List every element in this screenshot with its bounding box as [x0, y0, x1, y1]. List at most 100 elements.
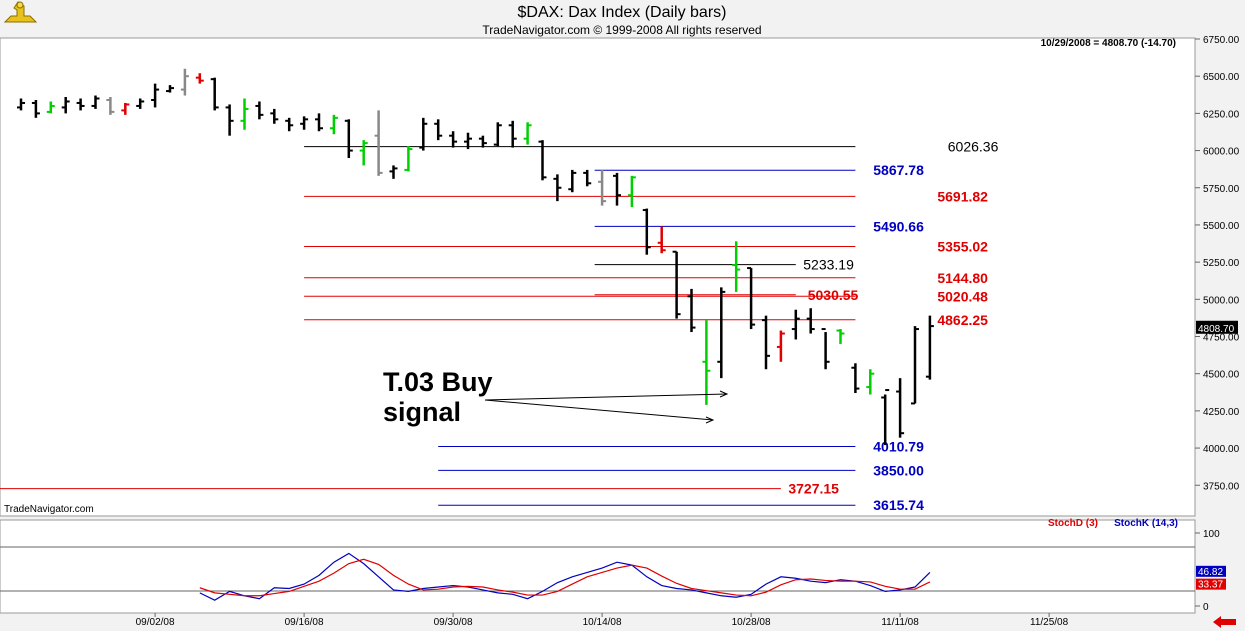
ohlc-bar: [136, 98, 145, 109]
stoch-panel: [0, 519, 1196, 614]
level-label: 5233.19: [803, 257, 854, 273]
ohlc-bar: [464, 132, 472, 150]
ohlc-bar: [166, 85, 174, 93]
date-axis: 09/02/08 09/16/08 09/30/08 10/14/08 10/28/08…: [136, 613, 1069, 628]
level-label: 5355.02: [937, 239, 988, 255]
stoch-d-line: [199, 558, 931, 597]
date-tick-label: 09/16/08: [285, 617, 324, 628]
price-tick-label: 3750.00: [1203, 481, 1240, 492]
stoch-grid: [0, 546, 1195, 592]
ohlc-bar: [672, 250, 681, 319]
ohlc-bar: [538, 140, 547, 181]
date-tick-label: 09/02/08: [136, 617, 175, 628]
price-tick-label: 5250.00: [1203, 258, 1240, 269]
ohlc-bar: [881, 389, 890, 446]
price-tick-label: 6500.00: [1203, 72, 1240, 83]
ohlc-bar: [851, 363, 860, 394]
price-tick-label: 6750.00: [1203, 35, 1240, 46]
ohlc-bar: [76, 98, 85, 111]
price-tick-label: 5750.00: [1203, 184, 1240, 195]
ohlc-bar: [583, 169, 592, 187]
stoch-k-line: [199, 552, 931, 601]
ohlc-bar: [151, 83, 160, 108]
stoch-tick-label: 0: [1203, 602, 1209, 613]
ohlc-bar: [776, 330, 785, 362]
ohlc-bar: [359, 140, 368, 166]
ohlc-bar: [523, 122, 532, 145]
price-tick-label: 6000.00: [1203, 147, 1240, 158]
level-label: 4010.79: [873, 438, 924, 454]
ohlc-bar: [374, 110, 383, 176]
level-label: 5691.82: [937, 188, 988, 204]
ohlc-bar: [195, 73, 204, 84]
ohlc-bar: [255, 101, 264, 120]
date-tick-label: 11/11/08: [881, 617, 919, 628]
level-label: 5867.78: [873, 162, 924, 178]
ohlc-bar: [762, 315, 770, 370]
stoch-d-value-box: [1196, 578, 1226, 590]
price-bars: [17, 68, 934, 446]
left-arrow-icon[interactable]: [1205, 614, 1239, 630]
watermark: TradeNavigator.com: [4, 504, 94, 515]
ohlc-bar: [285, 117, 294, 132]
level-label: 5030.55: [808, 287, 859, 303]
ohlc-bar: [642, 208, 651, 255]
ohlc-bar: [61, 97, 70, 114]
level-label: 4862.25: [937, 312, 988, 328]
price-tick-label: 4250.00: [1203, 407, 1240, 418]
ohlc-bar: [210, 77, 219, 111]
quote-readout: 10/29/2008 = 4808.70 (-14.70): [1041, 38, 1176, 49]
ohlc-bar: [896, 378, 905, 438]
stoch-lines: [199, 552, 931, 601]
stoch-d-value: 33.37: [1198, 580, 1223, 591]
ohlc-bar: [121, 102, 130, 115]
chart-copyright: TradeNavigator.com © 1999-2008 All right…: [482, 23, 761, 37]
ohlc-bar: [344, 119, 353, 158]
price-tick-label: 4500.00: [1203, 370, 1240, 381]
ohlc-bar: [17, 98, 25, 111]
level-label: 3615.74: [873, 497, 924, 513]
stoch-k-legend: StochK (14,3): [1114, 518, 1178, 529]
ohlc-bar: [806, 308, 815, 334]
price-tick-label: 4000.00: [1203, 444, 1240, 455]
ohlc-bar: [702, 320, 711, 405]
ohlc-bar: [389, 165, 398, 179]
ohlc-bar: [627, 175, 636, 208]
price-axis: 6750.00 6500.00 6250.00 6000.00 5750.00 5500.…: [1195, 35, 1240, 492]
ohlc-bar: [791, 309, 800, 340]
level-label: 3850.00: [873, 462, 924, 478]
ohlc-bar: [493, 122, 502, 147]
ohlc-bar: [821, 328, 830, 370]
ohlc-bar: [31, 99, 40, 118]
ohlc-bar: [419, 117, 428, 151]
ohlc-bar: [732, 241, 741, 292]
ohlc-bar: [598, 169, 607, 206]
ohlc-bar: [329, 114, 338, 135]
ohlc-bar: [434, 119, 443, 141]
stoch-tick-label: 100: [1203, 529, 1220, 540]
ohlc-bar: [613, 172, 621, 206]
ohlc-bar: [225, 104, 234, 136]
logo-icon: [3, 1, 38, 23]
price-tick-label: 4750.00: [1203, 333, 1240, 344]
date-tick-label: 10/14/08: [583, 617, 622, 628]
date-tick-label: 09/30/08: [434, 617, 473, 628]
ohlc-bar: [478, 135, 487, 148]
ohlc-bar: [46, 101, 55, 114]
ohlc-bar: [91, 95, 100, 109]
ohlc-bar: [747, 267, 756, 330]
ohlc-bar: [508, 120, 517, 148]
level-label: 3727.15: [788, 481, 839, 497]
ohlc-bar: [866, 369, 875, 395]
buy-signal-label-2: signal: [383, 397, 461, 427]
price-tick-label: 6250.00: [1203, 109, 1240, 120]
ohlc-bar: [717, 287, 726, 379]
level-label: 6026.36: [948, 139, 999, 155]
ohlc-bar: [300, 116, 309, 130]
ohlc-bar: [836, 329, 845, 344]
buy-signal-arrows: [484, 390, 729, 424]
stoch-k-value-box: [1196, 565, 1226, 577]
ohlc-bar: [449, 131, 458, 148]
ohlc-bar: [404, 146, 413, 172]
